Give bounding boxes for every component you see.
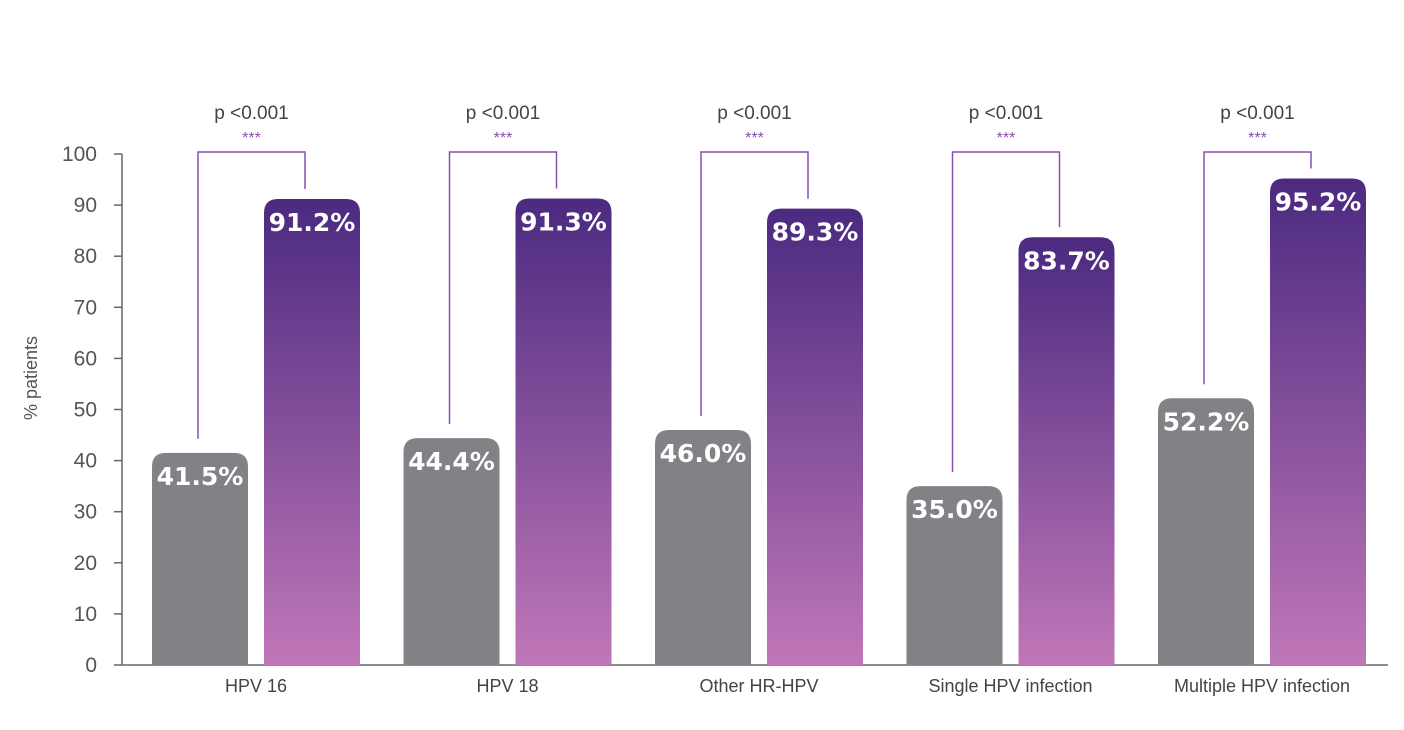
bar — [1158, 398, 1254, 665]
bar — [403, 438, 500, 665]
significance-annotations: p <0.001 *** p <0.001 *** p <0.001 *** p <0.00… — [197, 103, 1312, 473]
y-tick-label: 70 — [74, 296, 97, 319]
bar — [264, 198, 360, 665]
data-label: 83.7% — [1023, 246, 1110, 275]
data-label: 89.3% — [772, 218, 859, 247]
bar — [906, 486, 1003, 665]
y-tick-label: 40 — [74, 450, 97, 473]
bar — [515, 198, 612, 665]
data-label: 44.4% — [408, 447, 495, 476]
significance-stars: *** — [1248, 130, 1267, 147]
y-tick-label: 30 — [74, 501, 97, 524]
bar — [1270, 178, 1366, 665]
bar — [1018, 237, 1115, 665]
significance-stars: *** — [745, 130, 764, 147]
p-value-label: p <0.001 — [717, 103, 792, 124]
y-tick-label: 50 — [74, 399, 97, 422]
data-label: 52.2% — [1163, 407, 1250, 436]
data-label: 95.2% — [1275, 188, 1362, 217]
category-label: HPV 18 — [476, 676, 538, 696]
y-tick-label: 100 — [62, 143, 97, 166]
y-tick-label: 80 — [74, 245, 97, 268]
data-label: 46.0% — [660, 439, 747, 468]
y-tick-label: 10 — [74, 603, 97, 626]
bars: 41.5% 91.2% HPV 16 44.4% 91.3% HPV 18 46.0% 89.… — [152, 178, 1366, 696]
bar — [767, 208, 863, 665]
data-label: 41.5% — [157, 462, 244, 491]
y-tick-label: 0 — [85, 654, 97, 677]
y-tick-label: 60 — [74, 347, 97, 370]
data-label: 35.0% — [911, 495, 998, 524]
significance-bracket — [1203, 151, 1312, 385]
category-label: HPV 16 — [225, 676, 287, 696]
p-value-label: p <0.001 — [214, 103, 289, 124]
significance-bracket — [700, 151, 809, 416]
p-value-label: p <0.001 — [1220, 103, 1295, 124]
y-tick-label: 20 — [74, 552, 97, 575]
p-value-label: p <0.001 — [466, 103, 541, 124]
data-label: 91.3% — [520, 207, 607, 236]
bar — [152, 452, 248, 665]
category-label: Multiple HPV infection — [1174, 676, 1350, 696]
p-value-label: p <0.001 — [969, 103, 1044, 124]
significance-bracket — [951, 151, 1061, 473]
y-tick-label: 90 — [74, 194, 97, 217]
significance-bracket — [448, 151, 558, 425]
category-label: Single HPV infection — [928, 676, 1092, 696]
y-axis-label: % patients — [21, 336, 41, 420]
significance-stars: *** — [997, 130, 1016, 147]
significance-bracket — [197, 151, 306, 439]
category-label: Other HR-HPV — [699, 676, 818, 696]
significance-stars: *** — [242, 130, 261, 147]
significance-stars: *** — [494, 130, 513, 147]
data-label: 91.2% — [269, 208, 356, 237]
bar — [655, 429, 751, 665]
